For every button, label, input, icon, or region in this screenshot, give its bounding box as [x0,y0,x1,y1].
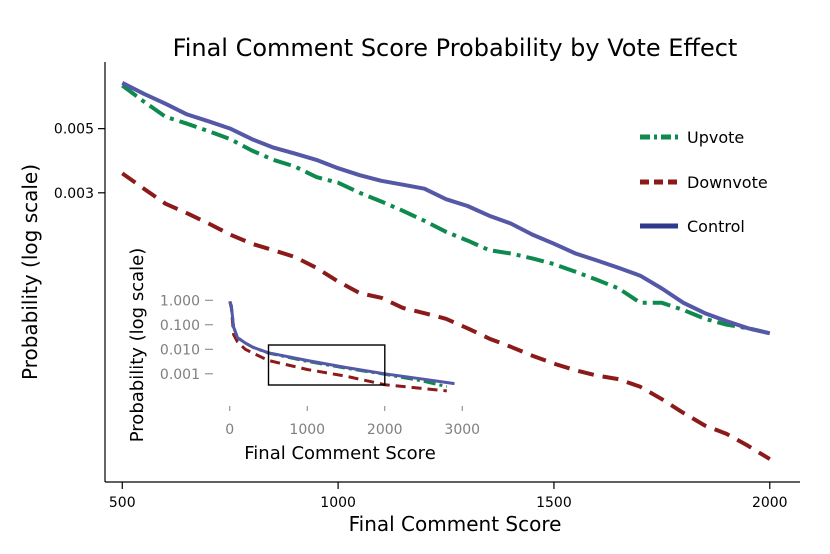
main-series [121,81,771,461]
series-line-control [121,81,771,336]
inset-y-tick-label-3: 1.000 [160,293,200,309]
inset-y-tick-label-1: 0.010 [160,342,200,358]
x-tick-label-1000: 1000 [320,495,356,511]
legend: Upvote Downvote Control [640,128,768,236]
series-line-downvote [121,171,771,461]
inset-x-tick-label-0: 0 [225,422,234,438]
x-axis-label: Final Comment Score [349,512,562,536]
inset-series-line-control [228,300,455,386]
inset-x-axis-label: Final Comment Score [244,443,436,464]
inset-x-tick-label-1000: 1000 [289,422,325,438]
inset-y-tick-label-2: 0.100 [160,318,200,334]
legend-label-upvote: Upvote [687,128,744,147]
y-axis-label: Probability (log scale) [18,164,42,380]
inset-zoom-box [267,344,386,386]
inset-y-tick-label-0: 0.001 [160,367,200,383]
series-line-upvote [121,83,771,336]
x-tick-label-1500: 1500 [536,495,572,511]
inset-y-axis-label: Probability (log scale) [127,248,148,442]
inset-series [228,300,455,393]
inset-chart: Probability (log scale) Final Comment Sc… [127,248,480,464]
inset-series-line-downvote [228,301,447,393]
inset-x-tick-label-3000: 3000 [444,422,480,438]
y-tick-label-1: 0.005 [54,122,94,138]
x-tick-label-2000: 2000 [752,495,788,511]
chart-title: Final Comment Score Probability by Vote … [173,34,738,62]
main-ticks: 500 1000 1500 2000 0.003 0.005 [54,122,788,511]
y-tick-label-0: 0.003 [54,186,94,202]
x-tick-label-500: 500 [109,495,136,511]
inset-ticks: 0 1000 2000 3000 0.001 0.010 0.100 1.000 [160,293,480,438]
legend-label-control: Control [687,217,745,236]
legend-label-downvote: Downvote [687,173,768,192]
inset-x-tick-label-2000: 2000 [367,422,403,438]
